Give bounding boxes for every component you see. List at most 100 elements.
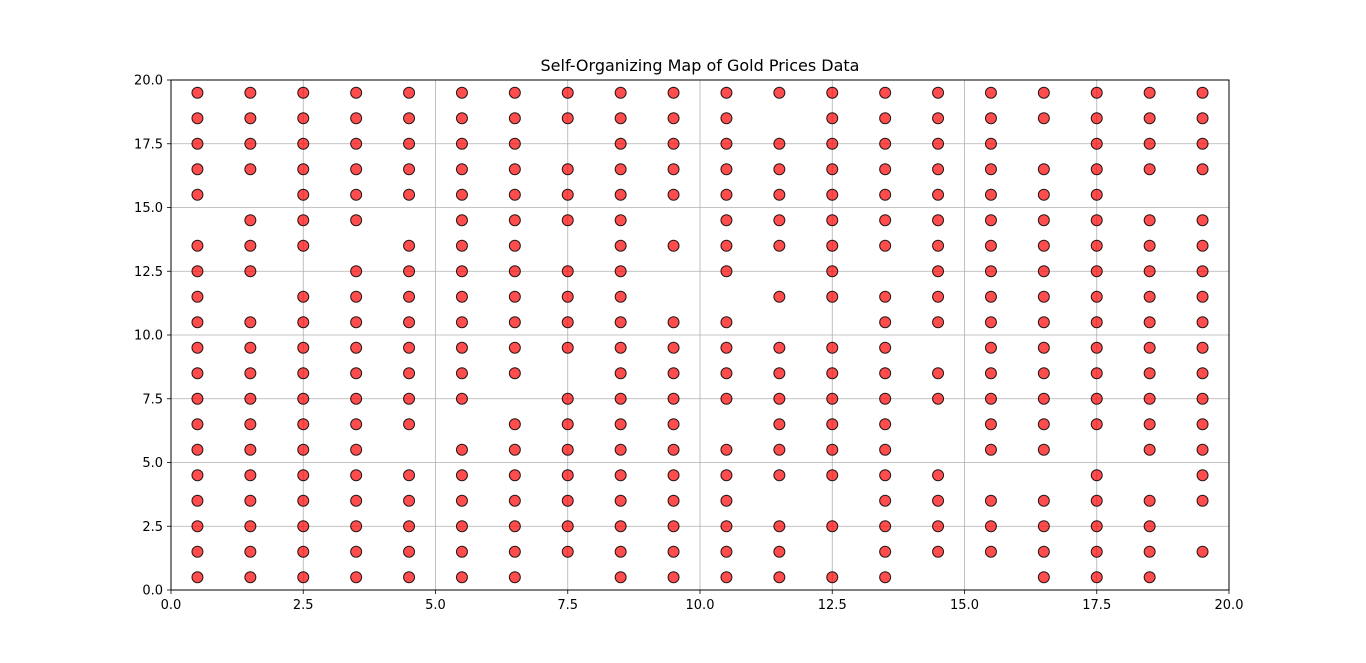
- data-point: [1143, 163, 1156, 176]
- data-point: [879, 341, 892, 354]
- data-point: [350, 188, 363, 201]
- data-point: [350, 520, 363, 533]
- data-point: [1196, 86, 1209, 99]
- data-point: [1143, 265, 1156, 278]
- data-point: [508, 86, 521, 99]
- data-point: [403, 163, 416, 176]
- data-point: [1037, 443, 1050, 456]
- data-point: [1143, 367, 1156, 380]
- data-point: [403, 86, 416, 99]
- data-point: [1090, 418, 1103, 431]
- data-point: [667, 494, 680, 507]
- data-point: [561, 112, 574, 125]
- x-axis-ticks: 0.0 2.5 5.0 7.5 10.0 12.5 15.0 17.5 20.0: [161, 590, 1243, 613]
- data-point: [244, 571, 257, 584]
- x-tick-label: 7.5: [557, 598, 578, 613]
- data-point: [984, 265, 997, 278]
- data-point: [879, 163, 892, 176]
- data-point: [508, 239, 521, 252]
- data-point: [561, 188, 574, 201]
- y-tick-label: 5.0: [142, 456, 163, 471]
- data-point: [350, 367, 363, 380]
- data-point: [667, 520, 680, 533]
- data-point: [1090, 392, 1103, 405]
- data-point: [879, 469, 892, 482]
- data-point: [932, 316, 945, 329]
- data-point: [932, 494, 945, 507]
- x-tick-label: 17.5: [1082, 598, 1111, 613]
- data-point: [508, 137, 521, 150]
- data-point: [191, 316, 204, 329]
- data-point: [244, 341, 257, 354]
- data-point: [191, 443, 204, 456]
- data-point: [191, 290, 204, 303]
- data-point: [191, 367, 204, 380]
- data-point: [773, 545, 786, 558]
- data-point: [984, 137, 997, 150]
- data-point: [879, 86, 892, 99]
- data-point: [244, 367, 257, 380]
- x-tick-label: 10.0: [686, 598, 715, 613]
- data-point: [1037, 214, 1050, 227]
- data-point: [297, 571, 310, 584]
- data-point: [297, 112, 310, 125]
- data-point: [508, 367, 521, 380]
- data-point: [1037, 112, 1050, 125]
- data-point: [984, 239, 997, 252]
- data-point: [508, 545, 521, 558]
- data-point: [1196, 265, 1209, 278]
- data-point: [720, 163, 733, 176]
- y-tick-label: 20.0: [134, 74, 163, 89]
- data-point: [561, 265, 574, 278]
- data-point: [350, 341, 363, 354]
- data-point: [455, 265, 468, 278]
- data-point: [984, 316, 997, 329]
- data-point: [720, 214, 733, 227]
- data-point: [1143, 112, 1156, 125]
- data-point: [932, 469, 945, 482]
- data-point: [773, 367, 786, 380]
- data-point: [455, 112, 468, 125]
- data-point: [508, 188, 521, 201]
- data-point: [773, 469, 786, 482]
- data-point: [879, 239, 892, 252]
- data-point: [508, 571, 521, 584]
- data-point: [984, 86, 997, 99]
- data-point: [1037, 367, 1050, 380]
- chart-title: Self-Organizing Map of Gold Prices Data: [541, 56, 860, 75]
- data-point: [297, 163, 310, 176]
- data-point: [1090, 520, 1103, 533]
- data-point: [1090, 571, 1103, 584]
- data-point: [244, 392, 257, 405]
- data-point: [191, 239, 204, 252]
- data-point: [191, 265, 204, 278]
- data-point: [350, 545, 363, 558]
- data-point: [244, 163, 257, 176]
- data-point: [932, 392, 945, 405]
- data-point: [614, 520, 627, 533]
- data-point: [455, 571, 468, 584]
- data-point: [508, 469, 521, 482]
- data-point: [297, 316, 310, 329]
- data-point: [297, 418, 310, 431]
- data-point: [508, 494, 521, 507]
- data-point: [1143, 341, 1156, 354]
- data-point: [297, 443, 310, 456]
- data-point: [667, 86, 680, 99]
- data-point: [1143, 214, 1156, 227]
- data-point: [773, 86, 786, 99]
- data-point: [191, 188, 204, 201]
- data-point: [1090, 469, 1103, 482]
- data-point: [773, 443, 786, 456]
- data-point: [1037, 545, 1050, 558]
- data-point: [720, 239, 733, 252]
- data-point: [826, 188, 839, 201]
- data-point: [720, 341, 733, 354]
- data-point: [1090, 214, 1103, 227]
- data-point: [826, 418, 839, 431]
- data-point: [614, 392, 627, 405]
- data-point: [455, 290, 468, 303]
- data-point: [614, 571, 627, 584]
- data-point: [350, 112, 363, 125]
- data-point: [614, 137, 627, 150]
